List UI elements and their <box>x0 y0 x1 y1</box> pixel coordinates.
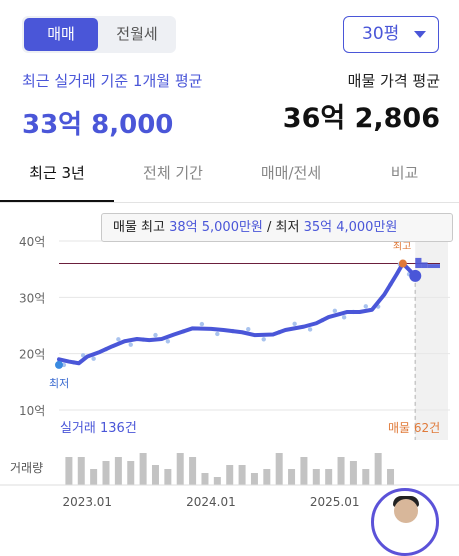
volume-bar <box>90 469 98 485</box>
volume-bar <box>250 473 258 485</box>
volume-bar <box>176 453 184 485</box>
volume-bar <box>77 457 85 485</box>
trade-point <box>261 337 266 342</box>
tab-recent-3y[interactable]: 최근 3년 <box>29 164 85 182</box>
x-tick-label: 2025.01 <box>310 495 360 509</box>
listing-price-bar <box>421 262 428 269</box>
trade-count-label: 실거래 136건 <box>60 421 137 436</box>
trade-point <box>80 353 86 358</box>
trade-point <box>332 308 338 314</box>
size-select[interactable]: 30평 <box>343 16 439 53</box>
volume-bar <box>102 461 110 485</box>
toggle-rent[interactable]: 전월세 <box>116 25 158 43</box>
volume-bar <box>288 469 296 485</box>
trade-point <box>307 327 313 332</box>
volume-bar <box>226 465 234 485</box>
volume-bar <box>114 457 122 485</box>
max-point <box>398 259 407 268</box>
period-tabs: 최근 3년 전체 기간 매매/전세 비교 <box>0 150 459 203</box>
volume-bar <box>300 457 308 485</box>
volume-bar <box>127 461 135 485</box>
avatar[interactable] <box>371 488 439 556</box>
volume-bar <box>213 477 221 485</box>
volume-bar <box>151 465 159 485</box>
volume-bar <box>201 473 209 485</box>
chevron-down-icon <box>414 31 426 38</box>
listing-count-label: 매물 62건 <box>388 421 440 435</box>
tab-all-period[interactable]: 전체 기간 <box>143 164 203 182</box>
tab-underline <box>0 200 114 202</box>
toggle-sale[interactable]: 매매 <box>24 18 98 51</box>
listing-price-bar <box>415 257 422 269</box>
max-label: 최고 <box>393 241 411 253</box>
volume-bar <box>238 465 246 485</box>
volume-bar <box>189 457 197 485</box>
trade-point <box>128 342 133 347</box>
trade-point <box>246 326 251 332</box>
x-tick-label: 2024.01 <box>186 495 236 509</box>
volume-bar <box>65 457 73 485</box>
recent-trade-label: 최근 실거래 기준 1개월 평균 <box>22 72 203 90</box>
listing-range-tooltip: 매물 최고 38억 5,000만원 / 최저 35억 4,000만원 <box>101 213 453 242</box>
trade-point <box>215 331 220 337</box>
deal-type-toggle: 매매 전월세 <box>22 16 176 53</box>
trade-point <box>153 332 158 338</box>
volume-bar <box>263 469 271 485</box>
volume-bar <box>362 469 370 485</box>
y-tick-label: 20억 <box>19 348 45 362</box>
recent-trade-value: 33억 8,000 <box>22 110 174 140</box>
volume-bar <box>387 469 395 485</box>
trade-point <box>116 337 121 342</box>
volume-bar <box>337 457 345 485</box>
trade-point <box>91 356 96 361</box>
listing-average-value: 36억 2,806 <box>282 103 440 134</box>
volume-bar <box>349 461 357 485</box>
trade-point <box>61 362 67 368</box>
trade-point <box>165 339 171 344</box>
volume-label: 거래량 <box>10 461 43 475</box>
y-tick-label: 40억 <box>19 235 45 249</box>
trade-point <box>341 315 347 320</box>
volume-bar <box>312 469 320 485</box>
volume-bar <box>374 453 382 485</box>
tooltip-min: 35억 4,000만원 <box>303 220 398 235</box>
x-tick-label: 2023.01 <box>62 495 112 509</box>
listing-price-bar <box>427 264 440 269</box>
y-tick-label: 30억 <box>19 291 45 305</box>
tooltip-max: 38억 5,000만원 <box>169 220 263 235</box>
trade-point <box>363 304 368 309</box>
listing-average-label: 매물 가격 평균 <box>347 72 440 90</box>
trade-point <box>292 321 297 327</box>
volume-bar <box>325 469 333 485</box>
avatar-face <box>394 499 418 523</box>
tooltip-prefix: 매물 최고 <box>113 220 170 235</box>
trade-price-line <box>57 261 418 366</box>
min-point <box>55 360 63 369</box>
y-tick-label: 10억 <box>19 404 45 418</box>
tooltip-sep: / 최저 <box>262 220 304 235</box>
size-select-value: 30평 <box>362 24 400 44</box>
volume-bar <box>275 453 283 485</box>
tab-sale-jeonse[interactable]: 매매/전세 <box>260 164 322 182</box>
tab-compare[interactable]: 비교 <box>390 164 419 182</box>
min-label: 최저 <box>49 377 69 390</box>
current-point <box>409 269 422 282</box>
volume-bar <box>139 453 147 485</box>
volume-bar <box>164 469 172 485</box>
trade-point <box>199 321 205 327</box>
